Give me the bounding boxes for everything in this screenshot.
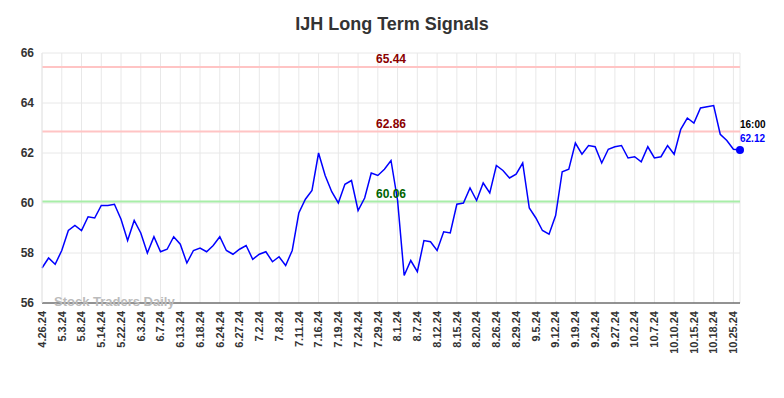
svg-text:5.22.24: 5.22.24 bbox=[115, 310, 127, 348]
svg-text:6.24.24: 6.24.24 bbox=[214, 310, 226, 348]
svg-text:9.19.24: 9.19.24 bbox=[569, 310, 581, 348]
svg-text:5.3.24: 5.3.24 bbox=[56, 310, 68, 341]
svg-text:9.24.24: 9.24.24 bbox=[589, 310, 601, 348]
svg-text:62.86: 62.86 bbox=[376, 117, 406, 131]
svg-text:8.15.24: 8.15.24 bbox=[451, 310, 463, 348]
svg-text:8.7.24: 8.7.24 bbox=[411, 310, 423, 341]
svg-text:6.18.24: 6.18.24 bbox=[194, 310, 206, 348]
svg-text:6.7.24: 6.7.24 bbox=[154, 310, 166, 341]
svg-text:6.27.24: 6.27.24 bbox=[233, 310, 245, 348]
svg-text:8.29.24: 8.29.24 bbox=[510, 310, 522, 348]
svg-text:9.5.24: 9.5.24 bbox=[530, 310, 542, 341]
svg-text:5.14.24: 5.14.24 bbox=[95, 310, 107, 348]
svg-text:10.25.24: 10.25.24 bbox=[727, 310, 739, 354]
svg-text:66: 66 bbox=[21, 46, 35, 60]
svg-text:5.8.24: 5.8.24 bbox=[75, 310, 87, 341]
svg-text:6.13.24: 6.13.24 bbox=[174, 310, 186, 348]
svg-text:10.15.24: 10.15.24 bbox=[688, 310, 700, 354]
svg-text:7.11.24: 7.11.24 bbox=[293, 310, 305, 347]
svg-text:8.20.24: 8.20.24 bbox=[470, 310, 482, 348]
svg-text:56: 56 bbox=[21, 296, 35, 310]
svg-text:10.18.24: 10.18.24 bbox=[707, 310, 719, 354]
svg-text:9.27.24: 9.27.24 bbox=[609, 310, 621, 348]
svg-text:60: 60 bbox=[21, 196, 35, 210]
svg-text:7.29.24: 7.29.24 bbox=[372, 310, 384, 348]
svg-text:7.16.24: 7.16.24 bbox=[312, 310, 324, 348]
svg-text:8.1.24: 8.1.24 bbox=[391, 310, 403, 341]
svg-text:7.2.24: 7.2.24 bbox=[253, 310, 265, 341]
svg-text:62.12: 62.12 bbox=[740, 133, 765, 144]
svg-text:65.44: 65.44 bbox=[376, 52, 406, 66]
svg-text:16:00: 16:00 bbox=[740, 119, 766, 130]
svg-text:64: 64 bbox=[21, 96, 35, 110]
html-text:Stock Traders Daily: Stock Traders Daily bbox=[54, 294, 175, 309]
svg-text:8.12.24: 8.12.24 bbox=[431, 310, 443, 348]
svg-text:10.2.24: 10.2.24 bbox=[628, 310, 640, 348]
svg-text:9.12.24: 9.12.24 bbox=[549, 310, 561, 348]
svg-text:7.8.24: 7.8.24 bbox=[273, 310, 285, 341]
svg-text:7.19.24: 7.19.24 bbox=[332, 310, 344, 348]
svg-text:4.26.24: 4.26.24 bbox=[36, 310, 48, 348]
svg-text:10.7.24: 10.7.24 bbox=[648, 310, 660, 348]
svg-text:6.3.24: 6.3.24 bbox=[135, 310, 147, 341]
html-text:IJH Long Term Signals: IJH Long Term Signals bbox=[295, 14, 489, 34]
svg-text:7.24.24: 7.24.24 bbox=[352, 310, 364, 348]
svg-text:10.10.24: 10.10.24 bbox=[668, 310, 680, 354]
svg-text:60.06: 60.06 bbox=[376, 187, 406, 201]
svg-text:58: 58 bbox=[21, 246, 35, 260]
svg-text:8.26.24: 8.26.24 bbox=[490, 310, 502, 348]
svg-text:62: 62 bbox=[21, 146, 35, 160]
